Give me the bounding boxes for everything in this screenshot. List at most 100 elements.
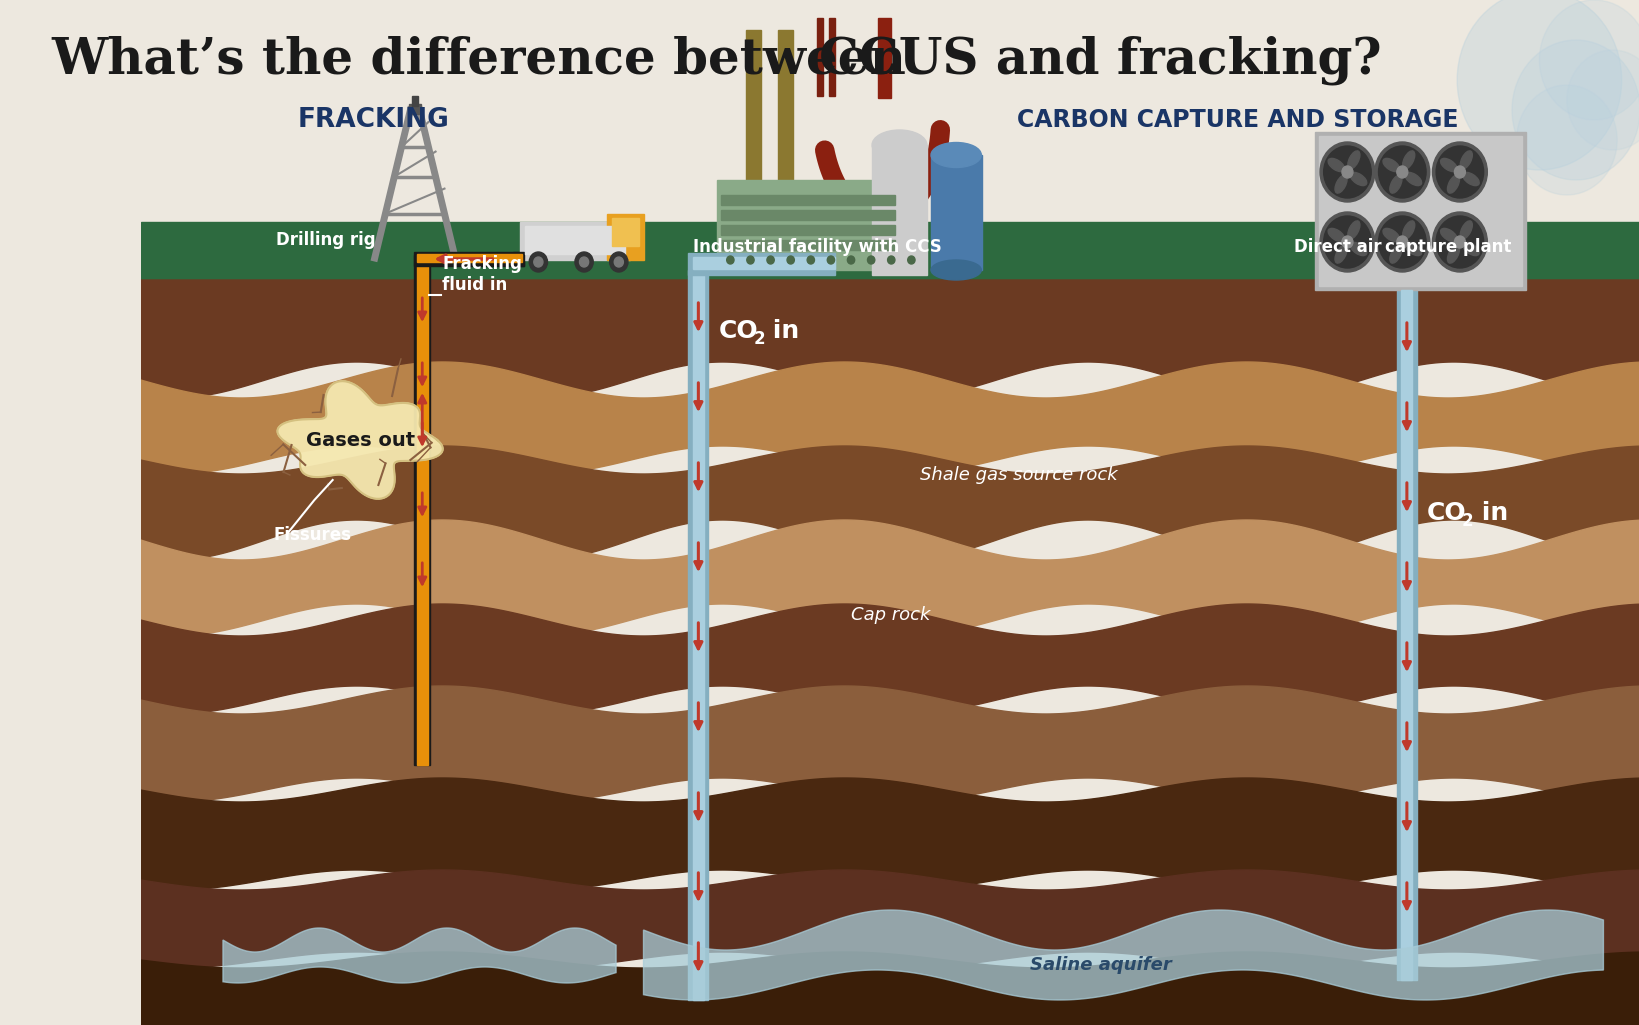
Circle shape (867, 256, 874, 264)
Bar (606, 214, 642, 260)
Circle shape (1516, 85, 1616, 195)
Circle shape (1454, 236, 1465, 248)
Ellipse shape (1462, 242, 1478, 255)
Bar (141, 222, 1639, 280)
Polygon shape (141, 520, 1639, 636)
Bar (408, 104, 421, 114)
Text: Drilling rig: Drilling rig (275, 231, 375, 249)
Polygon shape (141, 686, 1639, 802)
Ellipse shape (1347, 151, 1359, 169)
Circle shape (610, 252, 628, 272)
Bar (520, 222, 629, 260)
Polygon shape (141, 362, 1639, 474)
Text: FRACKING: FRACKING (298, 107, 449, 133)
Circle shape (615, 257, 623, 266)
Circle shape (529, 252, 547, 272)
Ellipse shape (1459, 151, 1472, 169)
Circle shape (533, 257, 543, 266)
Circle shape (1396, 236, 1406, 248)
Bar (879, 18, 890, 98)
Ellipse shape (1405, 242, 1421, 255)
Ellipse shape (1334, 245, 1346, 263)
Text: Saline aquifer: Saline aquifer (1029, 956, 1170, 974)
Ellipse shape (1388, 245, 1401, 263)
Bar (692, 257, 834, 269)
Bar (1314, 132, 1524, 290)
Text: Direct air: Direct air (1293, 238, 1382, 256)
Ellipse shape (1349, 242, 1365, 255)
Ellipse shape (872, 130, 926, 160)
Circle shape (1319, 142, 1373, 202)
Ellipse shape (1462, 172, 1478, 186)
Text: 2: 2 (752, 330, 764, 348)
Circle shape (1373, 212, 1429, 272)
Circle shape (1539, 0, 1639, 120)
Circle shape (1378, 146, 1426, 198)
Circle shape (1511, 40, 1639, 180)
Circle shape (1457, 0, 1621, 170)
Text: Shale gas source rock: Shale gas source rock (919, 466, 1116, 484)
Bar (413, 252, 523, 266)
Circle shape (746, 256, 754, 264)
Text: Industrial facility with CCS: Industrial facility with CCS (692, 238, 941, 256)
Text: CO: CO (1426, 501, 1465, 525)
Ellipse shape (1401, 151, 1414, 169)
Circle shape (887, 256, 895, 264)
Ellipse shape (1334, 175, 1346, 193)
Text: What’s the difference between: What’s the difference between (51, 36, 906, 84)
Bar (721, 195, 895, 205)
Bar (611, 218, 639, 246)
Bar (524, 226, 624, 254)
Bar (688, 270, 708, 1000)
Circle shape (1431, 212, 1487, 272)
Bar (692, 270, 703, 1000)
Circle shape (787, 256, 793, 264)
Ellipse shape (1439, 159, 1455, 171)
Ellipse shape (1447, 175, 1459, 193)
Bar (1396, 290, 1416, 980)
Ellipse shape (1405, 172, 1421, 186)
Ellipse shape (1388, 175, 1401, 193)
Bar (931, 155, 982, 270)
Circle shape (579, 257, 588, 266)
Circle shape (1436, 146, 1483, 198)
Ellipse shape (1439, 229, 1455, 242)
Circle shape (1436, 216, 1483, 268)
Polygon shape (141, 280, 1639, 398)
Bar (141, 0, 1639, 270)
Bar (413, 255, 429, 765)
Ellipse shape (1347, 220, 1359, 239)
Bar (721, 226, 895, 235)
Text: in: in (1472, 501, 1506, 525)
Circle shape (726, 256, 734, 264)
Bar (746, 30, 760, 250)
Bar (416, 255, 428, 765)
Circle shape (1373, 142, 1429, 202)
Bar (416, 254, 521, 262)
Circle shape (1454, 166, 1465, 178)
Polygon shape (141, 870, 1639, 968)
Polygon shape (642, 910, 1603, 1000)
Circle shape (1565, 50, 1639, 150)
Ellipse shape (931, 260, 980, 280)
Circle shape (1378, 216, 1426, 268)
Bar (1318, 136, 1521, 286)
Polygon shape (277, 381, 443, 499)
Ellipse shape (1459, 220, 1472, 239)
Circle shape (1396, 166, 1406, 178)
Ellipse shape (1447, 245, 1459, 263)
Bar (721, 240, 895, 250)
Circle shape (1431, 142, 1487, 202)
Text: capture plant: capture plant (1383, 238, 1510, 256)
Circle shape (906, 256, 915, 264)
Bar (872, 145, 926, 275)
Polygon shape (141, 952, 1639, 1025)
Text: 2: 2 (1460, 512, 1472, 530)
Polygon shape (141, 446, 1639, 560)
Bar (688, 253, 834, 275)
Ellipse shape (1328, 229, 1344, 242)
Text: CO: CO (718, 319, 757, 343)
Ellipse shape (931, 142, 980, 167)
Bar (716, 180, 898, 270)
Polygon shape (141, 778, 1639, 890)
